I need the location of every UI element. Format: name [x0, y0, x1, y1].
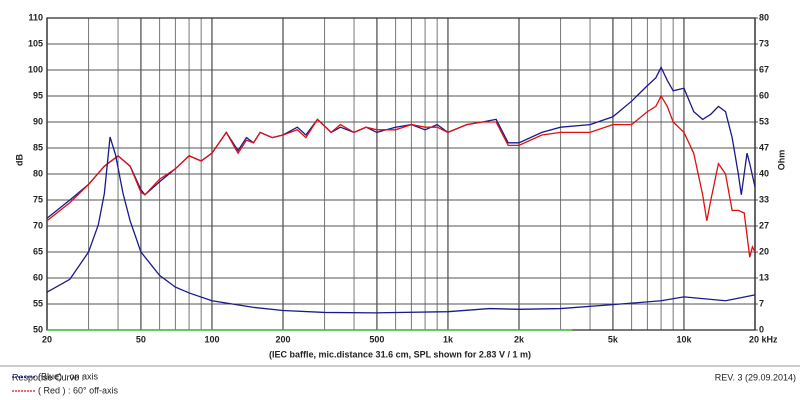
- y2-tick-label: 20: [759, 246, 769, 256]
- x-tick-label: 50: [136, 334, 146, 344]
- y-tick-label: 90: [33, 116, 43, 126]
- y2-tick-label: 60: [759, 90, 769, 100]
- y-tick-label: 85: [33, 142, 43, 152]
- y-tick-label: 95: [33, 90, 43, 100]
- y-tick-label: 75: [33, 194, 43, 204]
- y2-tick-label: 73: [759, 38, 769, 48]
- y2-tick-label: 40: [759, 168, 769, 178]
- x-tick-label: 500: [369, 334, 384, 344]
- y2-tick-label: 13: [759, 272, 769, 282]
- y2-tick-label: 80: [759, 12, 769, 22]
- y2-tick-label: 53: [759, 116, 769, 126]
- revision: REV. 3 (29.09.2014): [715, 372, 796, 382]
- caption: (IEC baffle, mic.distance 31.6 cm, SPL s…: [269, 349, 531, 359]
- y2-tick-label: 27: [759, 220, 769, 230]
- series-line: [46, 94, 756, 258]
- y-tick-label: 110: [28, 12, 43, 22]
- y2-tick-label: 47: [759, 142, 769, 152]
- y-tick-label: 70: [33, 220, 43, 230]
- y-tick-label: 55: [33, 298, 43, 308]
- y-axis-label: dB: [14, 154, 24, 166]
- x-tick-label: 200: [275, 334, 290, 344]
- y2-tick-label: 67: [759, 64, 769, 74]
- x-tick-label: 100: [204, 334, 219, 344]
- y-tick-label: 65: [33, 246, 43, 256]
- y-tick-label: 105: [28, 38, 43, 48]
- y2-axis-label: Ohm: [776, 150, 786, 171]
- legend-label: (Blue) : on axis: [38, 371, 99, 381]
- y2-tick-label: 33: [759, 194, 769, 204]
- x-tick-label: 1k: [443, 334, 454, 344]
- series-line: [46, 136, 756, 314]
- x-tick-label: 2k: [514, 334, 525, 344]
- x-tick-label: 20: [42, 334, 52, 344]
- y-tick-label: 50: [33, 324, 43, 334]
- y2-tick-label: 7: [759, 298, 764, 308]
- x-tick-label: 20 kHz: [749, 334, 778, 344]
- y-tick-label: 100: [28, 64, 43, 74]
- y-tick-label: 60: [33, 272, 43, 282]
- x-tick-label: 10k: [676, 334, 692, 344]
- legend-label: ( Red ) : 60° off-axis: [38, 385, 118, 395]
- y2-tick-label: 0: [759, 324, 764, 334]
- footer-title: Response Curve :: [12, 372, 84, 382]
- x-tick-label: 5k: [608, 334, 619, 344]
- y-tick-label: 80: [33, 168, 43, 178]
